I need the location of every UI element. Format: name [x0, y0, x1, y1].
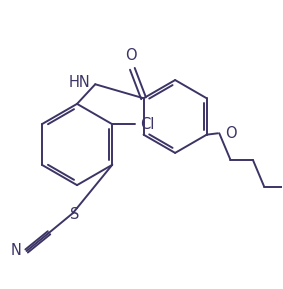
Text: O: O — [125, 48, 137, 63]
Text: HN: HN — [69, 75, 91, 90]
Text: O: O — [226, 126, 237, 141]
Text: Cl: Cl — [140, 117, 155, 132]
Text: S: S — [70, 207, 79, 222]
Text: N: N — [11, 244, 22, 258]
